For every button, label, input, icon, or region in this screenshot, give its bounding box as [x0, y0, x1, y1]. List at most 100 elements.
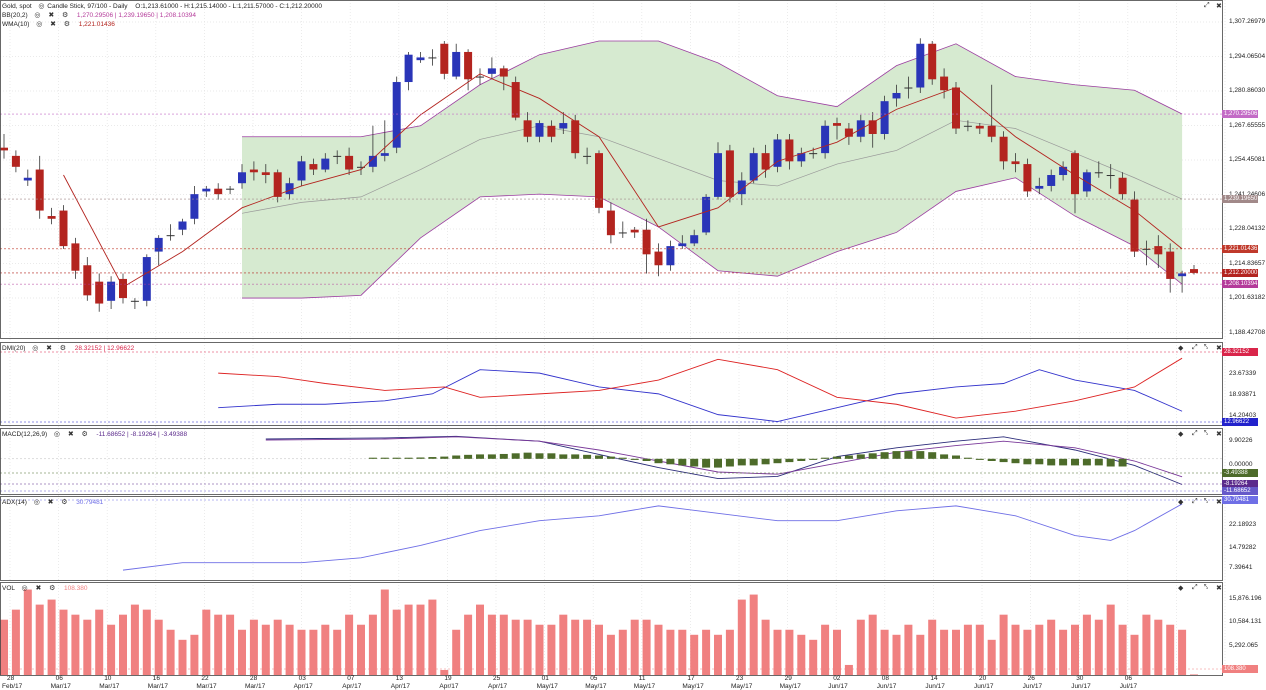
macd-histogram-bar — [464, 454, 473, 459]
price-axis-label: 1,280.86030 — [1229, 87, 1266, 94]
resize-icon[interactable]: ⤢ — [1192, 430, 1198, 437]
gear-icon[interactable]: ◆ — [1178, 431, 1184, 438]
volume-bar — [95, 609, 104, 675]
eye-icon[interactable]: ◎ — [38, 3, 45, 10]
gear-icon[interactable]: ⚙ — [59, 345, 67, 352]
volume-bar — [11, 609, 20, 675]
volume-bar — [785, 629, 794, 675]
volume-bar — [928, 619, 937, 675]
date-axis-day: 22 — [201, 675, 209, 682]
candle — [1047, 169, 1056, 192]
candle — [963, 120, 972, 132]
volume-bar — [975, 624, 984, 675]
eye-icon[interactable]: ◎ — [36, 21, 43, 28]
dmi-axis-label: 23.67339 — [1229, 370, 1257, 377]
close-icon[interactable]: ✖ — [1216, 3, 1222, 10]
candle — [71, 237, 80, 279]
macd-histogram-bar — [821, 457, 830, 459]
date-axis-month: Apr/17 — [439, 683, 459, 690]
volume-bar — [119, 614, 127, 675]
close-icon[interactable]: ✖ — [1216, 585, 1222, 592]
close-icon[interactable]: ✖ — [50, 21, 57, 28]
resize-icon[interactable]: ⤣ — [1204, 430, 1208, 437]
price-tag: 1,212.20000 — [1222, 268, 1258, 277]
close-icon[interactable]: ✖ — [47, 499, 54, 506]
gear-icon[interactable]: ◆ — [1178, 585, 1184, 592]
gear-icon[interactable]: ⚙ — [61, 499, 68, 506]
candle — [618, 221, 627, 238]
resize-icon[interactable]: ⤢ — [1192, 344, 1198, 351]
candle — [47, 207, 56, 225]
candle — [595, 150, 603, 214]
gear-icon[interactable]: ◆ — [1178, 345, 1184, 352]
resize-icon[interactable]: ⤣ — [1204, 498, 1208, 505]
candle — [1106, 164, 1115, 189]
macd-histogram-bar — [690, 458, 699, 467]
macd-histogram-bar — [916, 451, 925, 459]
gear-icon[interactable]: ⚙ — [61, 12, 69, 19]
volume-bar — [892, 634, 901, 675]
candle — [23, 169, 32, 186]
volume-bar — [309, 629, 318, 675]
macd-histogram-bar — [618, 457, 627, 459]
volume-bar — [464, 614, 473, 675]
close-icon[interactable]: ✖ — [67, 431, 74, 438]
close-icon[interactable]: ✖ — [1216, 499, 1222, 506]
candle — [464, 49, 473, 91]
symbol-name: Gold, spot — [2, 3, 32, 10]
volume-bar — [725, 629, 734, 675]
panel-frame-adx — [0, 496, 1223, 581]
eye-icon[interactable]: ◎ — [34, 12, 41, 19]
volume-bar — [1154, 619, 1163, 675]
candle — [928, 41, 937, 85]
date-axis-month: Mar/17 — [196, 683, 217, 690]
vol-header: VOL ◎ ✖ ⚙ 108.380 — [2, 584, 88, 592]
gear-icon[interactable]: ⚙ — [49, 585, 56, 592]
candle — [844, 123, 853, 145]
candle — [511, 76, 520, 121]
eye-icon[interactable]: ◎ — [32, 345, 39, 352]
gear-icon[interactable]: ⚙ — [63, 21, 71, 28]
candle — [487, 57, 496, 80]
volume-bar — [606, 634, 615, 675]
candle — [785, 133, 794, 170]
date-axis-month: Jun/17 — [925, 683, 945, 690]
close-icon[interactable]: ✖ — [1216, 431, 1222, 438]
volume-bar — [416, 604, 425, 675]
candle — [190, 185, 199, 225]
volume-bar — [1178, 629, 1187, 675]
volume-bar — [380, 589, 389, 675]
eye-icon[interactable]: ◎ — [21, 585, 28, 592]
volume-bar — [345, 614, 354, 675]
volume-bar — [1130, 634, 1139, 675]
macd-label: MACD(12,26,9) — [2, 431, 48, 438]
resize-icon[interactable]: ⤢ — [1192, 584, 1198, 591]
close-icon[interactable]: ✖ — [46, 345, 53, 352]
candle — [0, 133, 8, 159]
close-icon[interactable]: ✖ — [35, 585, 42, 592]
volume-bar — [952, 629, 960, 675]
macd-histogram-bar — [749, 458, 758, 466]
close-icon[interactable]: ✖ — [1216, 345, 1222, 352]
resize-icon[interactable]: ⤣ — [1204, 344, 1208, 351]
date-axis-month: Apr/17 — [342, 683, 362, 690]
resize-icon[interactable]: ⤢ — [1204, 2, 1210, 9]
eye-icon[interactable]: ◎ — [33, 499, 40, 506]
macd-histogram-bar — [797, 458, 806, 461]
volume-bar — [249, 619, 258, 675]
macd-histogram-bar — [714, 458, 722, 468]
volume-bar — [154, 619, 163, 675]
volume-bar — [357, 624, 365, 675]
macd-histogram-bar — [833, 456, 841, 459]
bb-header: BB(20,2) ◎ ✖ ⚙ 1,270.29506 | 1,239.19650… — [2, 11, 196, 19]
volume-bar — [654, 624, 663, 675]
date-axis-day: 14 — [930, 675, 938, 682]
gear-icon[interactable]: ⚙ — [81, 431, 88, 438]
close-icon[interactable]: ✖ — [48, 12, 55, 19]
eye-icon[interactable]: ◎ — [53, 431, 61, 438]
candle — [571, 114, 580, 159]
resize-icon[interactable]: ⤢ — [1192, 498, 1198, 505]
resize-icon[interactable]: ⤣ — [1204, 584, 1208, 591]
gear-icon[interactable]: ◆ — [1178, 499, 1184, 506]
